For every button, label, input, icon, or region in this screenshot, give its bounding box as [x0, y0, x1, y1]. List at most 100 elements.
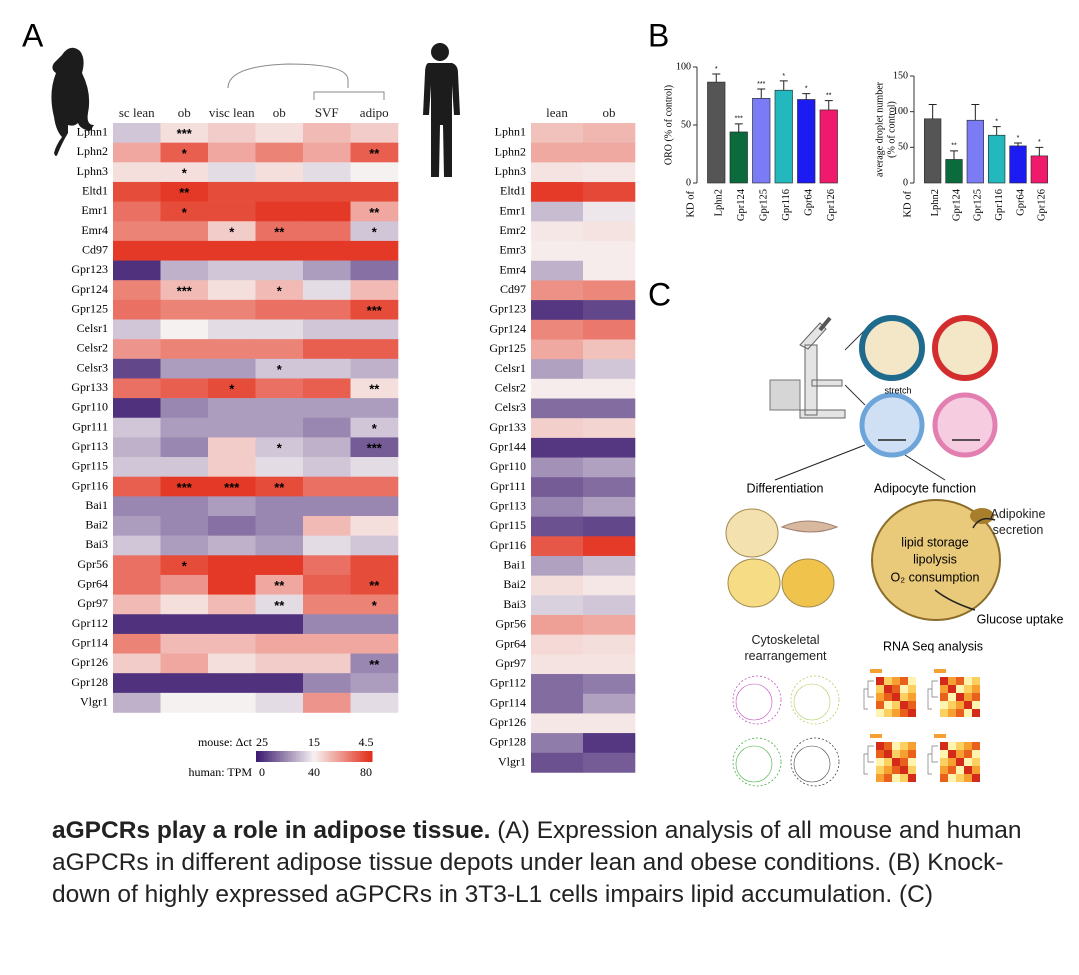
- colorbar-step: [370, 751, 373, 762]
- sketch-cell: [964, 693, 972, 701]
- heat-cell: [531, 496, 584, 517]
- colorbar-step: [338, 751, 341, 762]
- heat-cell: [255, 260, 304, 281]
- heat-cell: [350, 319, 399, 340]
- heat-cell: [113, 358, 161, 379]
- significance: *: [372, 421, 378, 436]
- heat-cell: [160, 240, 209, 261]
- heat-cell: [531, 713, 584, 734]
- heat-cell: [255, 280, 304, 301]
- heat-cell: [160, 496, 209, 517]
- colorbar-step: [346, 751, 349, 762]
- heat-cell: [255, 162, 304, 183]
- y-tick-label: 150: [893, 70, 908, 81]
- heat-cell: [583, 300, 636, 321]
- heat-cell: [583, 182, 636, 203]
- heat-cell: [303, 457, 351, 477]
- heat-cell: [113, 653, 161, 674]
- heat-cell: [350, 162, 399, 183]
- heat-cell: [208, 319, 256, 340]
- heat-cell: [160, 476, 209, 497]
- row-label: Bai2: [503, 577, 526, 591]
- heat-cell: [113, 692, 161, 713]
- sketch-cell: [948, 742, 956, 750]
- heat-cell: [113, 516, 161, 536]
- heat-cell: [255, 614, 304, 635]
- heat-cell: [160, 299, 209, 320]
- sketch-cell: [892, 685, 900, 693]
- sketch-cell: [956, 766, 964, 774]
- heat-cell: [303, 319, 351, 340]
- scale-tick: 0: [259, 765, 265, 779]
- heat-cell: [531, 359, 584, 380]
- colorbar-step: [260, 751, 263, 762]
- heat-cell: [350, 594, 399, 615]
- heat-cell: [531, 634, 584, 655]
- colorbar-step: [294, 751, 297, 762]
- row-label: Vlgr1: [498, 754, 526, 768]
- sketch-cell: [900, 742, 908, 750]
- heat-cell: [303, 516, 351, 536]
- heat-cell: [303, 162, 351, 183]
- heat-cell: [303, 653, 351, 674]
- heat-cell: [255, 457, 304, 477]
- sketch-cell: [964, 701, 972, 709]
- sketch-cell: [876, 774, 884, 782]
- heat-cell: [160, 673, 209, 694]
- heat-cell: [160, 614, 209, 635]
- heat-cell: [583, 575, 636, 596]
- row-label: Emr2: [499, 223, 526, 237]
- heat-cell: [160, 123, 209, 143]
- label: Differentiation: [747, 481, 824, 495]
- sketch-cell: [956, 774, 964, 782]
- heat-cell: [350, 417, 399, 438]
- sketch-cell: [900, 685, 908, 693]
- heat-cell: [303, 123, 351, 143]
- significance: ***: [177, 126, 193, 141]
- row-label: Gpr112: [72, 616, 108, 630]
- error-bar: [992, 126, 1001, 136]
- sketch-cell: [892, 766, 900, 774]
- x-tick-label: Lphn2: [714, 189, 725, 216]
- heat-cell: [113, 496, 161, 517]
- column-label: sc lean: [118, 105, 155, 120]
- y-axis-label: ORO (% of control): [663, 85, 674, 165]
- sketch-cell: [908, 766, 916, 774]
- error-bar: [1035, 146, 1044, 156]
- heat-cell: [583, 555, 636, 576]
- sketch-cell: [892, 742, 900, 750]
- x-tick-label: Gpr125: [759, 189, 770, 221]
- colorbar-step: [286, 751, 289, 762]
- heat-cell: [255, 201, 304, 222]
- sketch-cell: [956, 677, 964, 685]
- heat-cell: [255, 653, 304, 674]
- heat-cell: [208, 516, 256, 536]
- sketch-cell: [876, 701, 884, 709]
- x-prefix: KD of: [685, 191, 696, 218]
- sketch-cell: [900, 693, 908, 701]
- x-tick-label: Gpr124: [736, 188, 747, 221]
- row-label: Celsr1: [77, 321, 108, 335]
- sketch: [735, 745, 773, 783]
- colorbar-step: [288, 751, 291, 762]
- sketch-cell: [876, 677, 884, 685]
- heat-cell: [255, 319, 304, 340]
- sketch-cell: [884, 685, 892, 693]
- row-label: Cd97: [82, 242, 108, 256]
- heat-cell: [208, 653, 256, 674]
- heat-cell: [583, 260, 636, 281]
- colorbar-step: [314, 751, 317, 762]
- heat-cell: [303, 594, 351, 615]
- significance: **: [179, 185, 190, 200]
- sketch-cell: [900, 709, 908, 717]
- colorbar-step: [340, 751, 343, 762]
- heat-cell: [531, 437, 584, 458]
- row-label: Emr3: [499, 243, 526, 257]
- sketch-cell: [964, 709, 972, 717]
- row-label: Gpr56: [495, 617, 526, 631]
- heat-cell: [160, 516, 209, 536]
- heat-cell: [113, 299, 161, 320]
- heat-cell: [113, 398, 161, 419]
- heat-cell: [255, 398, 304, 419]
- sketch-cell: [940, 701, 948, 709]
